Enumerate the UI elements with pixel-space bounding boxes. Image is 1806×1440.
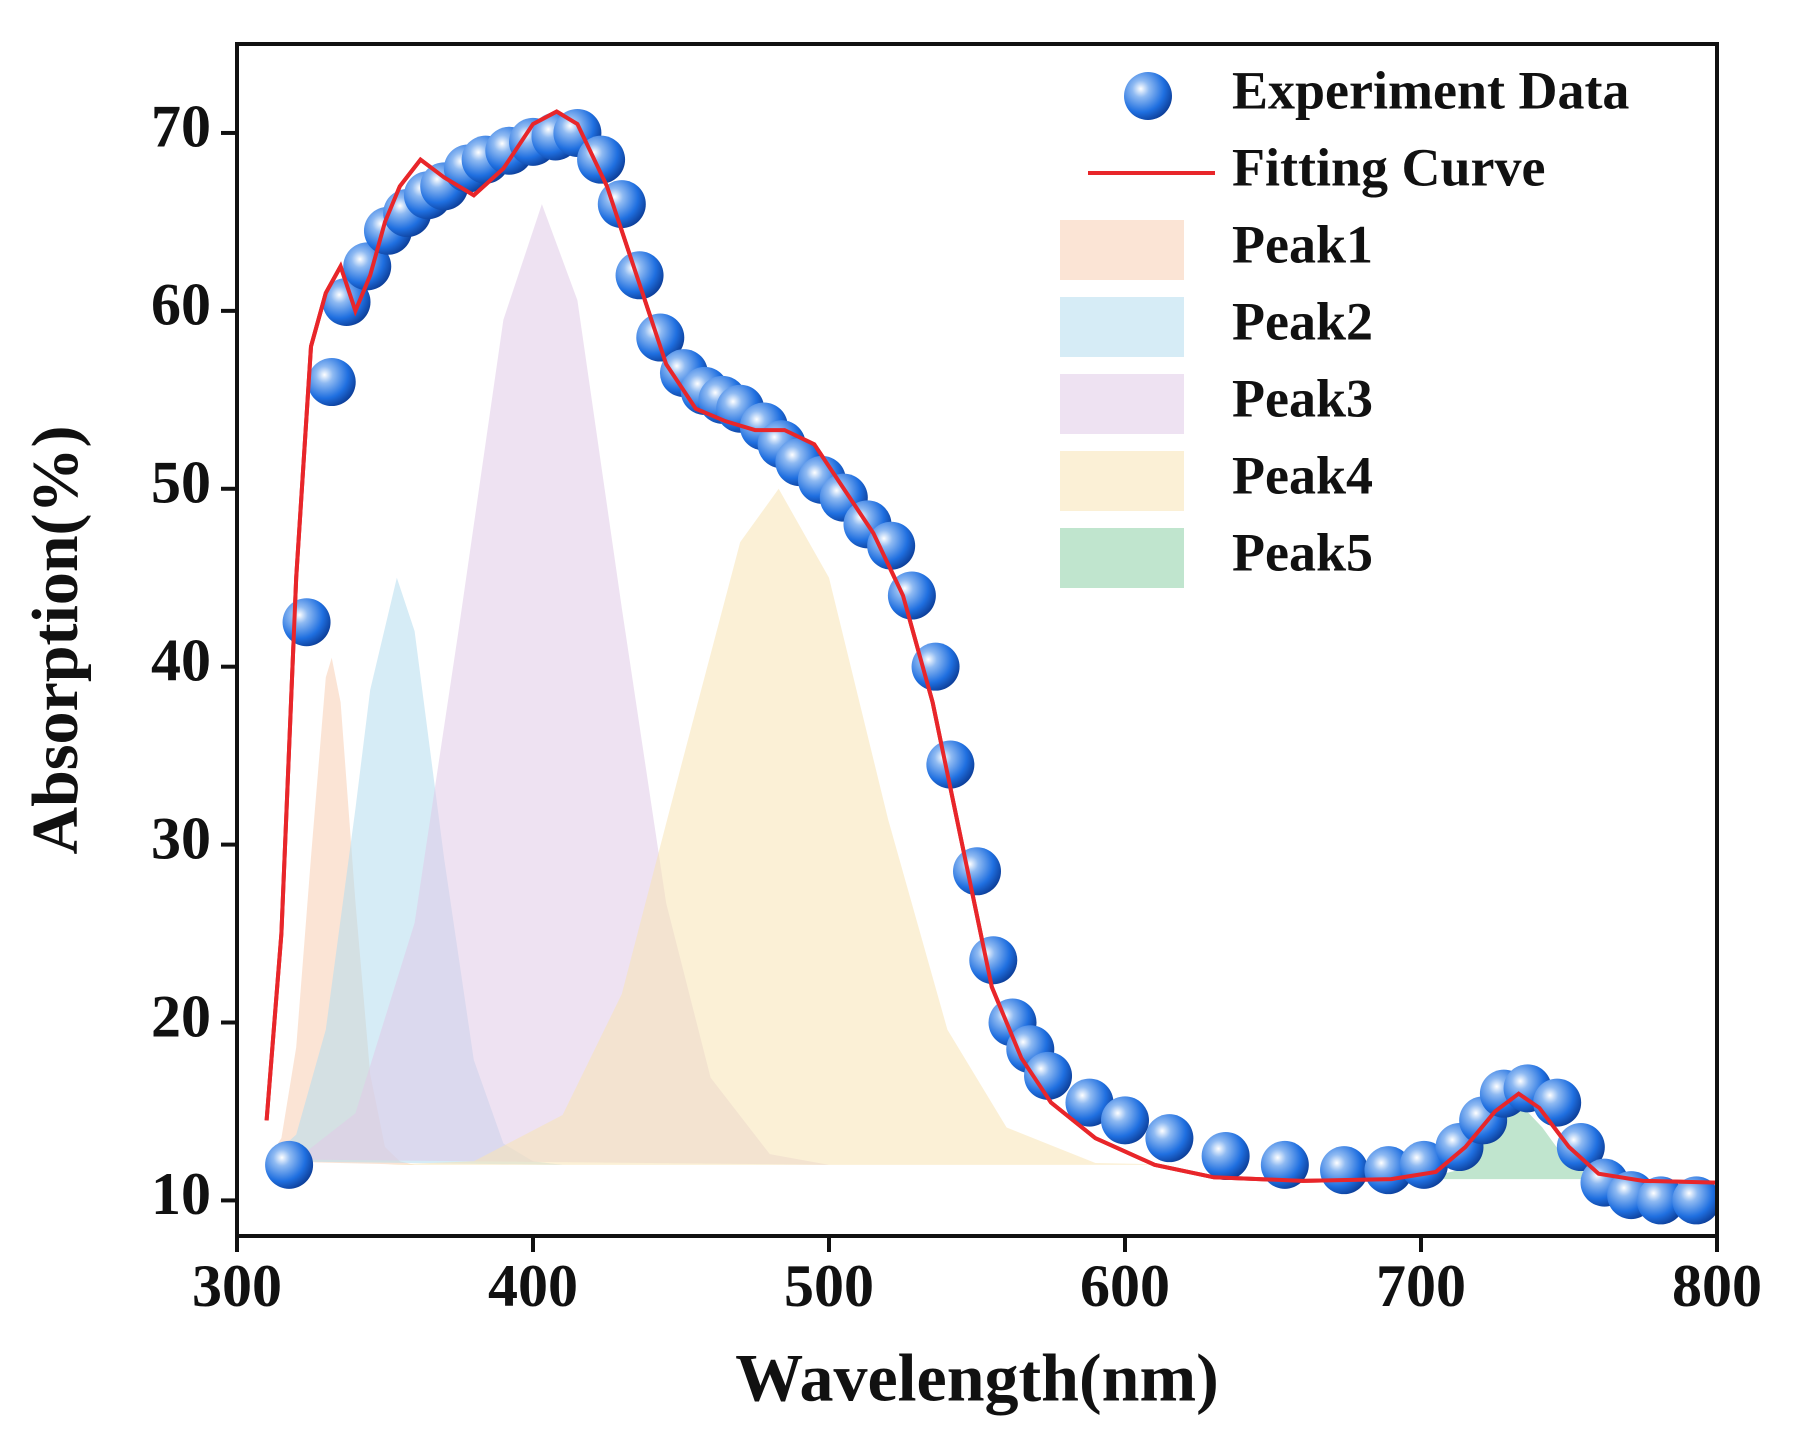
fitting-curve-overlay bbox=[264, 109, 1717, 1185]
data-point bbox=[1533, 1078, 1582, 1127]
data-point bbox=[343, 242, 392, 291]
data-point bbox=[953, 847, 1001, 896]
data-point bbox=[282, 598, 331, 647]
data-point bbox=[969, 936, 1018, 985]
legend-swatch bbox=[1060, 451, 1184, 511]
x-tick-label: 800 bbox=[1672, 1253, 1762, 1319]
data-point bbox=[926, 740, 975, 789]
data-point bbox=[1636, 1176, 1685, 1225]
data-point bbox=[1145, 1114, 1194, 1163]
data-point bbox=[307, 358, 356, 407]
legend-label: Peak3 bbox=[1232, 368, 1373, 428]
data-point bbox=[322, 277, 371, 326]
data-point bbox=[1024, 1051, 1073, 1100]
data-point bbox=[1201, 1131, 1250, 1180]
data-point bbox=[1065, 1078, 1114, 1127]
legend-label: Experiment Data bbox=[1232, 60, 1629, 120]
y-tick-label: 20 bbox=[151, 983, 211, 1049]
y-tick-label: 70 bbox=[151, 94, 211, 160]
legend-marker bbox=[1124, 72, 1172, 120]
x-tick-label: 300 bbox=[192, 1253, 282, 1319]
y-tick-label: 30 bbox=[151, 805, 211, 871]
peak-area bbox=[266, 657, 415, 1165]
data-point bbox=[1556, 1123, 1605, 1172]
peak-area bbox=[296, 204, 829, 1165]
plot-area bbox=[264, 108, 1717, 1225]
data-point bbox=[1364, 1146, 1413, 1195]
data-point bbox=[911, 642, 960, 691]
legend-label: Peak5 bbox=[1232, 522, 1373, 582]
legend-label: Peak1 bbox=[1232, 214, 1373, 274]
x-tick-label: 400 bbox=[488, 1253, 578, 1319]
data-point bbox=[615, 251, 664, 300]
data-point bbox=[1320, 1146, 1369, 1195]
legend-label: Fitting Curve bbox=[1232, 137, 1545, 197]
data-point bbox=[1101, 1096, 1149, 1145]
peak-area bbox=[266, 577, 563, 1165]
y-tick-label: 40 bbox=[151, 627, 211, 693]
legend-swatch bbox=[1060, 220, 1184, 280]
data-point bbox=[265, 1140, 314, 1189]
legend-swatch bbox=[1060, 374, 1184, 434]
x-tick-label: 700 bbox=[1376, 1253, 1466, 1319]
x-axis-title: Wavelength(nm) bbox=[735, 1340, 1219, 1416]
legend-label: Peak4 bbox=[1232, 445, 1373, 505]
data-point bbox=[636, 313, 685, 362]
plot-frame bbox=[235, 42, 1719, 1238]
data-point bbox=[597, 180, 646, 229]
x-tick-label: 500 bbox=[784, 1253, 874, 1319]
peak-area bbox=[385, 488, 1185, 1165]
x-tick-label: 600 bbox=[1080, 1253, 1170, 1319]
y-tick-label: 50 bbox=[151, 450, 211, 516]
legend-label: Peak2 bbox=[1232, 291, 1373, 351]
data-point bbox=[887, 571, 936, 620]
data-point bbox=[1672, 1176, 1717, 1225]
legend-swatch bbox=[1060, 528, 1184, 588]
legend-swatch bbox=[1060, 297, 1184, 357]
data-point bbox=[1260, 1140, 1309, 1189]
y-tick-label: 60 bbox=[151, 272, 211, 338]
data-point bbox=[867, 521, 916, 570]
y-axis-title: Absorption(%) bbox=[19, 425, 92, 854]
y-tick-label: 10 bbox=[151, 1161, 211, 1227]
